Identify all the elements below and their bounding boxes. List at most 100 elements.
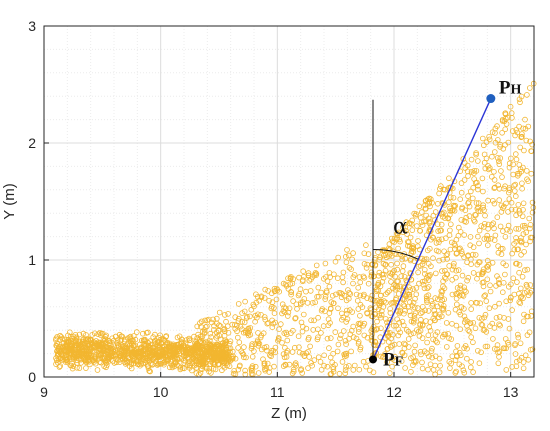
data-point [390,322,397,329]
data-point [437,294,444,301]
data-point [337,332,344,338]
data-point [527,282,534,288]
data-point [382,262,389,268]
data-point [387,305,393,312]
data-point [197,370,204,376]
data-point [465,193,471,199]
data-point [524,176,530,183]
data-point [312,299,319,306]
data-point [373,349,379,356]
data-point [461,345,467,351]
data-point [461,305,467,312]
data-point [457,352,464,359]
data-point [198,345,204,352]
data-point [314,336,321,343]
data-point [318,289,324,296]
data-point [428,263,434,270]
data-point [199,346,205,353]
data-point [448,360,454,367]
data-point [476,240,482,247]
data-point [72,331,79,338]
data-point [474,300,480,306]
data-point [335,254,342,261]
data-point [413,291,420,298]
data-point [100,347,106,354]
data-point [461,177,468,183]
data-point [155,361,162,367]
data-point [457,282,464,289]
data-point [404,231,410,237]
data-point [387,310,394,316]
data-point [458,217,465,223]
data-point [487,235,494,242]
data-point [315,284,322,291]
data-point [503,298,510,305]
data-point [513,238,519,245]
data-point [373,304,379,311]
data-point [412,342,418,349]
data-point [291,344,298,351]
data-point [484,263,491,270]
data-point [334,275,341,282]
data-point [54,343,60,349]
data-point [405,303,412,310]
data-point [421,285,428,292]
data-point [427,327,434,334]
data-point [326,345,332,351]
data-point [356,321,363,328]
data-point [446,175,452,182]
data-point [321,362,327,369]
data-point [315,354,322,361]
data-point [308,317,314,324]
data-point [485,166,492,173]
data-point [465,199,472,205]
data-point [370,323,377,330]
data-point [484,257,491,264]
scatter-points [52,80,537,378]
data-point [363,363,369,370]
data-point [508,110,515,116]
data-point [255,340,262,347]
data-point [467,320,474,327]
data-point [308,360,314,366]
data-point [116,359,123,365]
data-point [254,337,261,344]
data-point [408,368,414,375]
data-point [311,317,317,324]
data-point [511,188,518,194]
data-point [470,339,476,346]
data-point [425,272,431,279]
data-point [481,224,487,230]
data-point [378,308,385,314]
data-point [343,350,350,357]
data-point [400,322,407,329]
data-point [80,336,87,342]
data-point [163,353,170,360]
data-point [183,346,189,353]
data-point [304,300,311,306]
data-point [442,275,449,282]
data-point [332,329,339,335]
data-point [353,291,360,298]
data-point [389,269,396,276]
data-point [402,224,409,231]
data-point [122,350,128,356]
data-point [88,337,94,344]
data-point [248,306,255,313]
data-point [431,307,438,314]
data-point [296,274,302,281]
data-point [173,359,179,366]
data-point [437,186,443,192]
data-point [461,287,468,294]
data-point [330,350,336,357]
data-point [510,171,517,178]
data-point [483,329,490,335]
data-point [519,133,525,140]
data-point [490,220,497,227]
data-point [344,316,351,322]
data-point [414,305,421,311]
data-point [459,251,465,257]
data-point [470,319,477,326]
data-point [213,329,220,336]
data-point [408,250,415,257]
